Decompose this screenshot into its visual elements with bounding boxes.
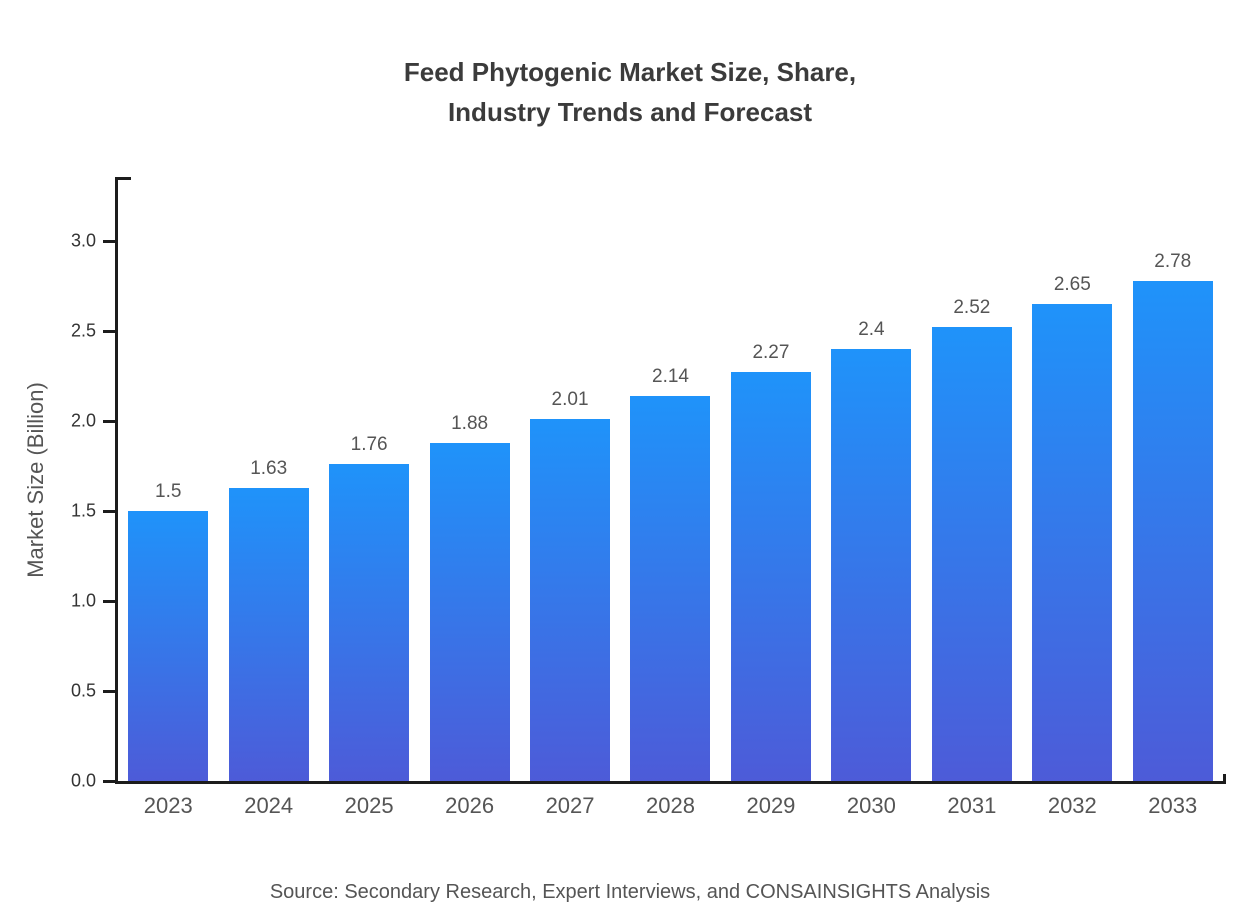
bar — [630, 395, 711, 781]
y-tick-label: 2.0 — [70, 410, 96, 431]
y-tick-mark — [103, 329, 115, 333]
bar-value-label: 2.01 — [551, 389, 589, 411]
y-tick-label: 3.0 — [70, 230, 96, 251]
bar-value-label: 1.63 — [250, 457, 288, 479]
bar-value-label: 2.52 — [953, 297, 991, 319]
chart-title: Feed Phytogenic Market Size, Share, Indu… — [0, 52, 1260, 132]
y-tick-mark — [103, 509, 115, 513]
x-tick-label: 2032 — [1047, 793, 1097, 818]
bar-value-label: 2.4 — [858, 319, 885, 340]
plot-area: 1.5 1.63 1.76 1.88 2.01 2.14 2.27 2.4 2.52 2.65 2.… — [71, 177, 1226, 818]
chart-title-line2: Industry Trends and Forecast — [447, 97, 813, 127]
x-tick-label: 2028 — [646, 793, 695, 818]
bar-slot: 2.14 — [620, 180, 720, 781]
bar-slot: 2.52 — [922, 180, 1022, 781]
y-axis-end-tick — [115, 177, 131, 180]
x-tick-label: 2023 — [143, 793, 193, 818]
y-tick-mark — [103, 419, 115, 423]
x-tick-label: 2031 — [947, 793, 997, 818]
source-attribution: Source: Secondary Research, Expert Inter… — [269, 881, 991, 903]
bar — [530, 419, 611, 781]
y-tick-mark — [103, 779, 115, 783]
x-axis-end-tick — [1223, 774, 1226, 784]
bar-slot: 2.4 — [821, 180, 921, 781]
x-tick-label: 2027 — [545, 793, 595, 818]
bar-value-label: 2.14 — [652, 365, 689, 387]
bar-value-label: 2.65 — [1053, 274, 1091, 295]
x-tick-label: 2026 — [445, 793, 495, 818]
x-tick-label: 2033 — [1148, 793, 1198, 818]
bar-slot: 1.5 — [118, 180, 218, 781]
bar — [831, 349, 912, 781]
bars-layer: 1.5 1.63 1.76 1.88 2.01 2.14 2.27 2.4 2.52 2.65 2.… — [118, 180, 1223, 781]
bar-slot: 2.01 — [520, 180, 620, 781]
bar — [931, 327, 1012, 781]
y-tick-label: 1.5 — [70, 500, 96, 521]
y-tick-label: 0.5 — [70, 680, 96, 701]
y-tick-label: 0.0 — [70, 770, 96, 791]
y-tick-mark — [103, 239, 115, 243]
y-axis-title: Market Size (Billion) — [23, 382, 48, 578]
bar — [228, 487, 309, 781]
bar-value-label: 2.27 — [752, 342, 790, 364]
y-tick-mark — [103, 689, 115, 693]
x-tick-label: 2025 — [344, 793, 394, 818]
bar-value-label: 1.5 — [155, 481, 182, 502]
y-tick-label: 1.0 — [70, 590, 96, 611]
bar-value-label: 2.78 — [1154, 250, 1192, 272]
x-tick-label: 2030 — [846, 793, 896, 818]
bar-slot: 2.27 — [721, 180, 821, 781]
x-axis-labels: 2023 2024 2025 2026 2027 2028 2029 2030 2031 2032… — [118, 793, 1223, 819]
y-tick-label: 2.5 — [70, 320, 96, 341]
x-tick-label: 2024 — [244, 793, 294, 818]
x-tick-label: 2029 — [746, 793, 796, 818]
bar — [128, 511, 209, 781]
bar-value-label: 1.88 — [451, 412, 489, 434]
y-tick-mark — [103, 599, 115, 603]
bar — [730, 372, 811, 781]
bar-slot: 1.76 — [319, 180, 419, 781]
bar — [429, 442, 510, 781]
bar-slot: 2.78 — [1123, 180, 1223, 781]
bar — [1132, 280, 1213, 781]
bar-slot: 1.63 — [218, 180, 318, 781]
bar-value-label: 1.76 — [350, 434, 388, 456]
bar-slot: 2.65 — [1022, 180, 1122, 781]
chart-title-line1: Feed Phytogenic Market Size, Share, — [403, 57, 857, 87]
bar-slot: 1.88 — [419, 180, 519, 781]
bar — [1032, 304, 1113, 781]
bar — [329, 464, 410, 781]
